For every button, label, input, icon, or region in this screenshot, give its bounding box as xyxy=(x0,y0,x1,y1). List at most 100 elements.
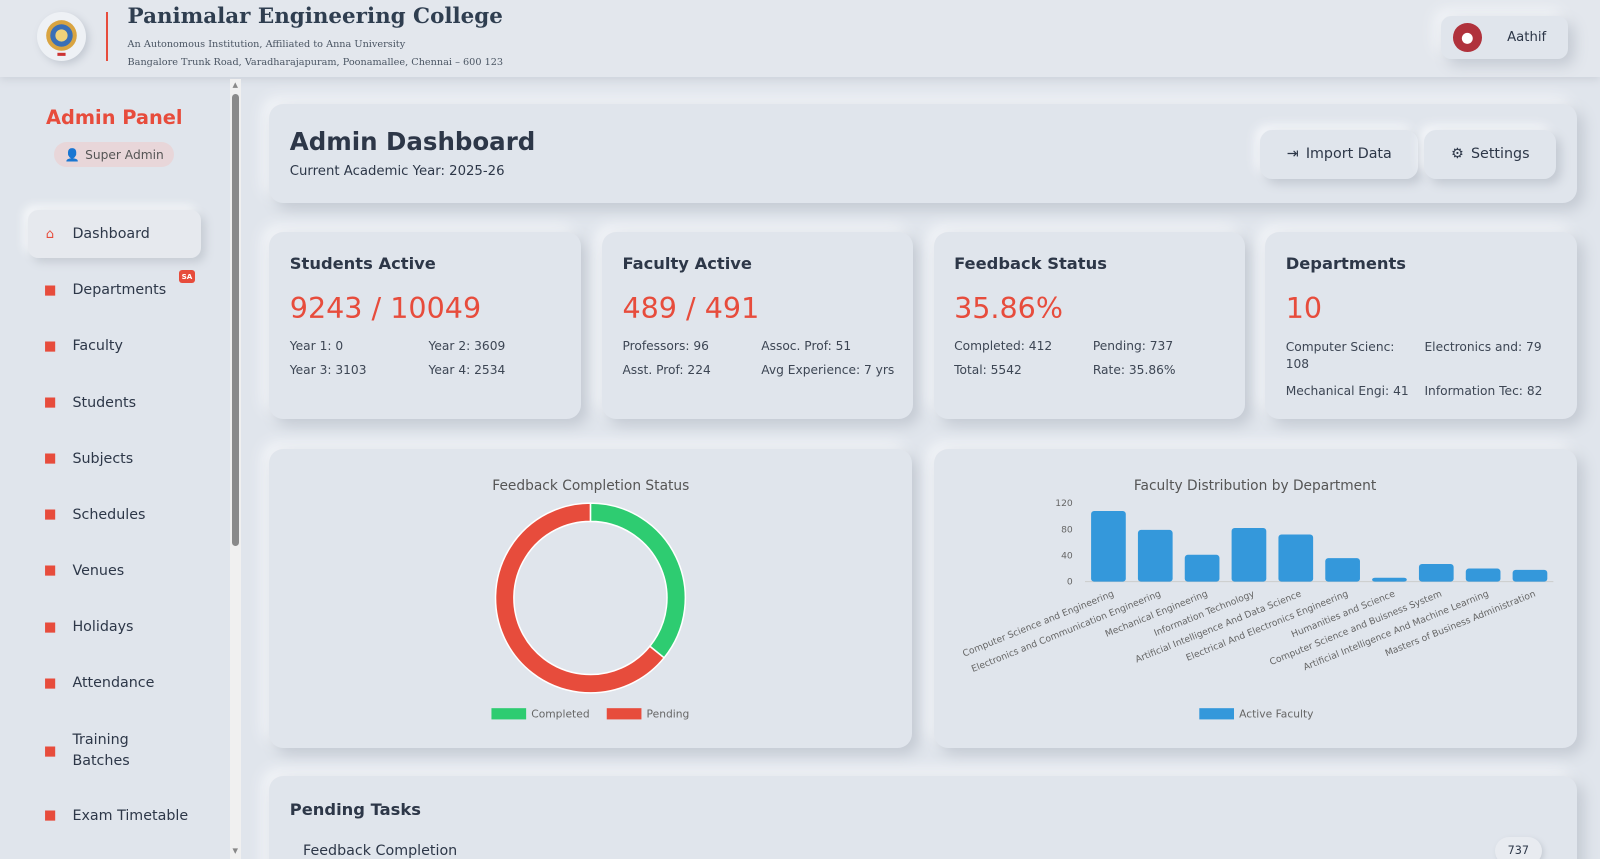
sidebar-item-subjects[interactable]: ■ Subjects xyxy=(28,435,201,483)
legend-label[interactable]: Pending xyxy=(647,707,690,720)
sidebar-item-dashboard[interactable]: ⌂ Dashboard xyxy=(27,210,201,259)
scroll-up-icon[interactable]: ▲ xyxy=(232,79,238,89)
bar[interactable] xyxy=(1324,558,1360,582)
pending-count-badge: 737 xyxy=(1494,836,1542,859)
card-stat: Total: 5542 xyxy=(954,363,1022,378)
file-import-icon: ⇥ xyxy=(1286,146,1299,163)
donut-slice-pending[interactable] xyxy=(495,502,666,694)
sidebar-item-label: Venues xyxy=(72,562,125,579)
calendar-icon: ■ xyxy=(43,507,57,523)
bar[interactable] xyxy=(1090,510,1126,582)
y-tick-label: 40 xyxy=(1061,550,1073,561)
bar[interactable] xyxy=(1184,554,1220,582)
panel-title: Admin Panel xyxy=(46,106,183,130)
card-stat: Avg Experience: 7 yrs xyxy=(761,363,895,378)
legend-swatch[interactable] xyxy=(1198,708,1234,720)
sidebar-item-holidays[interactable]: ■ Holidays xyxy=(28,603,201,651)
pending-task-label: Feedback Completion xyxy=(303,842,458,859)
bar[interactable] xyxy=(1512,569,1547,582)
card-title: Students Active xyxy=(289,254,436,274)
bar[interactable] xyxy=(1418,563,1454,582)
card-value: 9243 / 10049 xyxy=(289,290,482,325)
college-tagline: An Autonomous Institution, Affiliated to… xyxy=(127,38,406,50)
sidebar-item-label: Students xyxy=(72,394,137,411)
card-value: 489 / 491 xyxy=(622,290,760,325)
role-badge: 👤 Super Admin xyxy=(54,141,175,168)
card-stat: Rate: 35.86% xyxy=(1092,363,1176,378)
sidebar-item-label: Subjects xyxy=(72,450,134,467)
legend-label[interactable]: Completed xyxy=(532,707,590,720)
settings-button[interactable]: ⚙ Settings xyxy=(1424,129,1557,179)
y-tick-label: 120 xyxy=(1055,498,1073,509)
card-stat: Professors: 96 xyxy=(622,338,709,353)
card-value: 10 xyxy=(1285,290,1323,325)
clipboard-icon: ■ xyxy=(43,675,57,691)
sidebar-item-label: Exam Timetable xyxy=(72,807,189,824)
college-name: Panimalar Engineering College xyxy=(127,4,503,30)
card-stat: Computer Scienc: 108 xyxy=(1285,339,1395,372)
bar[interactable] xyxy=(1137,529,1173,582)
y-tick-label: 0 xyxy=(1067,577,1073,588)
chart-title: Faculty Distribution by Department xyxy=(1133,477,1377,494)
sidebar-item-training-batches[interactable]: ■ Training Batches xyxy=(28,720,201,781)
donut-chart: Completed Pending xyxy=(491,502,690,720)
pending-title: Pending Tasks xyxy=(289,799,421,819)
sidebar-item-label: Attendance xyxy=(72,675,155,692)
scroll-down-icon[interactable]: ▼ xyxy=(232,845,238,855)
sidebar-item-label: Departments xyxy=(72,282,167,299)
building-icon: ■ xyxy=(43,282,57,298)
feedback-chart-card: Feedback Completion Status Completed Pend… xyxy=(269,448,913,748)
card-stat: Completed: 412 xyxy=(954,338,1053,353)
graduate-icon: ■ xyxy=(43,395,57,411)
import-label: Import Data xyxy=(1305,146,1392,163)
legend-swatch[interactable] xyxy=(491,708,527,720)
sidebar-item-label: Faculty xyxy=(72,338,123,355)
card-stat: Year 2: 3609 xyxy=(428,338,506,353)
card-value: 35.86% xyxy=(954,290,1063,325)
calendar-grid-icon: ■ xyxy=(43,808,57,824)
legend-label[interactable]: Active Faculty xyxy=(1239,707,1314,720)
card-stat: Year 4: 2534 xyxy=(428,363,506,378)
bar[interactable] xyxy=(1465,568,1501,582)
sidebar-item-schedules[interactable]: ■ Schedules xyxy=(28,491,201,539)
card-title: Feedback Status xyxy=(954,254,1107,274)
card-stat: Electronics and: 79 xyxy=(1424,339,1542,354)
username: Aathif xyxy=(1507,30,1547,46)
sidebar-item-faculty[interactable]: ■ Faculty xyxy=(28,322,201,370)
book-icon: ■ xyxy=(43,451,57,467)
card-stat: Assoc. Prof: 51 xyxy=(761,338,852,353)
faculty-chart-card: Faculty Distribution by Department 0 40 80… xyxy=(933,448,1577,748)
college-logo xyxy=(36,12,86,62)
sidebar-item-departments[interactable]: ■ Departments xyxy=(28,266,201,314)
card-stat: Pending: 737 xyxy=(1092,338,1174,353)
card-title: Faculty Active xyxy=(622,254,752,274)
legend-swatch[interactable] xyxy=(607,708,642,720)
scrollbar-thumb[interactable] xyxy=(231,93,239,546)
bar[interactable] xyxy=(1231,527,1266,582)
import-data-button[interactable]: ⇥ Import Data xyxy=(1260,129,1419,179)
academic-year: Current Academic Year: 2025-26 xyxy=(289,164,505,180)
stat-card-faculty-active: Faculty Active 489 / 491 Professors: 96 Ass… xyxy=(602,231,914,420)
user-shield-icon: 👤 xyxy=(64,147,80,162)
user-avatar-icon: ● xyxy=(1453,23,1482,53)
header-divider xyxy=(106,12,109,62)
college-address: Bangalore Trunk Road, Varadharajapuram, … xyxy=(127,57,504,69)
stat-card-students-active: Students Active 9243 / 10049 Year 1: 0 Year… xyxy=(269,231,581,420)
users-icon: ■ xyxy=(43,743,57,759)
sidebar-item-venues[interactable]: ■ Venues xyxy=(28,547,201,595)
sidebar-item-students[interactable]: ■ Students xyxy=(28,379,201,427)
map-pin-icon: ■ xyxy=(43,563,57,579)
pending-tasks-card: Pending Tasks Feedback Completion 737 xyxy=(269,775,1577,859)
user-menu[interactable]: ● Aathif xyxy=(1440,16,1569,60)
card-stat: Information Tec: 82 xyxy=(1424,383,1543,398)
top-header xyxy=(0,0,1600,77)
super-admin-badge: SA xyxy=(178,270,196,284)
sidebar-item-label: Schedules xyxy=(72,506,146,523)
sidebar-item-exam-timetable[interactable]: ■ Exam Timetable xyxy=(28,792,201,840)
donut-slice-completed[interactable] xyxy=(590,502,687,659)
gear-icon: ⚙ xyxy=(1451,146,1464,163)
bar[interactable] xyxy=(1371,577,1407,582)
sidebar-item-attendance[interactable]: ■ Attendance xyxy=(28,659,201,707)
bar[interactable] xyxy=(1278,534,1313,582)
card-title: Departments xyxy=(1285,254,1407,274)
